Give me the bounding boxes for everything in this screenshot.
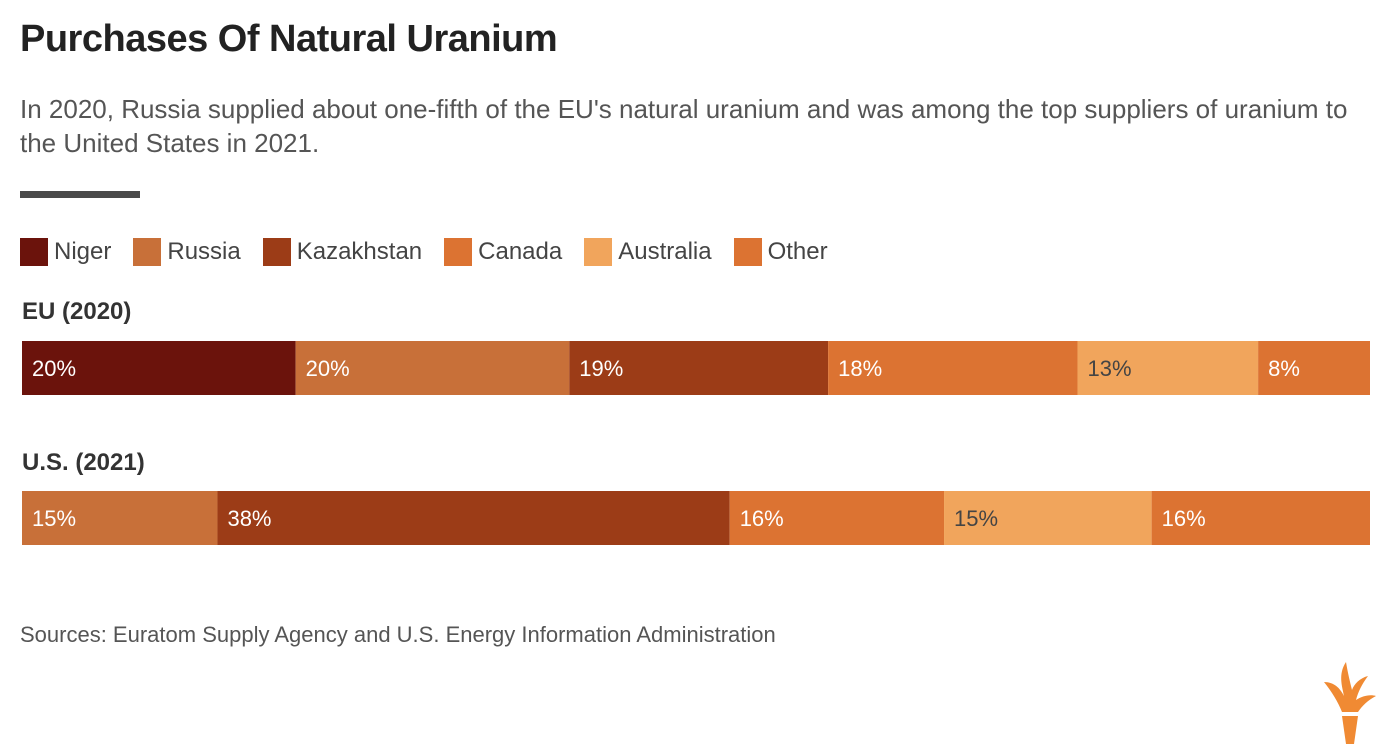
title-divider: [20, 191, 140, 198]
data-label: 8%: [1268, 356, 1300, 381]
data-label: 16%: [1162, 506, 1206, 531]
chart-subtitle: In 2020, Russia supplied about one-fifth…: [20, 94, 1348, 158]
bar-segment-eu-russia: [295, 341, 570, 395]
legend-swatch: [133, 238, 162, 266]
legend-label: Australia: [618, 238, 712, 265]
bar-segment-us-canada: [729, 491, 945, 545]
data-label: 15%: [32, 506, 76, 531]
bar-segment-eu-kazakhstan: [569, 341, 829, 395]
legend-label: Niger: [54, 238, 112, 265]
bar-segment-us-russia: [22, 491, 218, 545]
legend-item-russia: Russia: [133, 238, 241, 266]
bar-segment-us-other: [1151, 491, 1370, 545]
legend-item-kazakhstan: Kazakhstan: [262, 238, 423, 266]
row-label-eu: EU (2020): [22, 298, 132, 325]
data-label: 15%: [954, 506, 998, 531]
source-note: Sources: Euratom Supply Agency and U.S. …: [20, 622, 776, 647]
legend-label: Canada: [478, 238, 563, 265]
legend-item-australia: Australia: [584, 238, 712, 266]
bar-segment-eu-other: [1258, 341, 1370, 395]
bar-segment-eu-australia: [1077, 341, 1259, 395]
bar-segment-us-australia: [944, 491, 1152, 545]
legend-swatch: [20, 238, 48, 266]
legend: Niger Russia Kazakhstan Canada Australia Othe…: [20, 236, 850, 268]
legend-swatch: [444, 238, 473, 266]
torch-logo-icon: [1324, 662, 1376, 744]
legend-label: Other: [767, 238, 828, 265]
data-label: 20%: [306, 356, 350, 381]
row-label-us: U.S. (2021): [22, 449, 145, 476]
data-label: 19%: [579, 356, 623, 381]
bar-segment-eu-niger: [22, 341, 296, 395]
legend-label: Kazakhstan: [296, 238, 423, 265]
chart-title: Purchases Of Natural Uranium: [20, 18, 558, 60]
legend-swatch: [733, 238, 762, 266]
legend-item-canada: Canada: [444, 238, 562, 266]
bar-segment-us-kazakhstan: [217, 491, 730, 545]
legend-swatch: [262, 238, 291, 266]
data-label: 38%: [227, 506, 271, 531]
legend-swatch: [584, 238, 613, 266]
legend-item-niger: Niger: [20, 238, 111, 266]
data-label: 18%: [838, 356, 882, 381]
data-label: 16%: [740, 506, 784, 531]
legend-item-other: Other: [733, 238, 828, 266]
data-label: 13%: [1087, 356, 1131, 381]
data-label: 20%: [32, 356, 76, 381]
bar-segment-eu-canada: [828, 341, 1078, 395]
legend-label: Russia: [167, 238, 241, 265]
